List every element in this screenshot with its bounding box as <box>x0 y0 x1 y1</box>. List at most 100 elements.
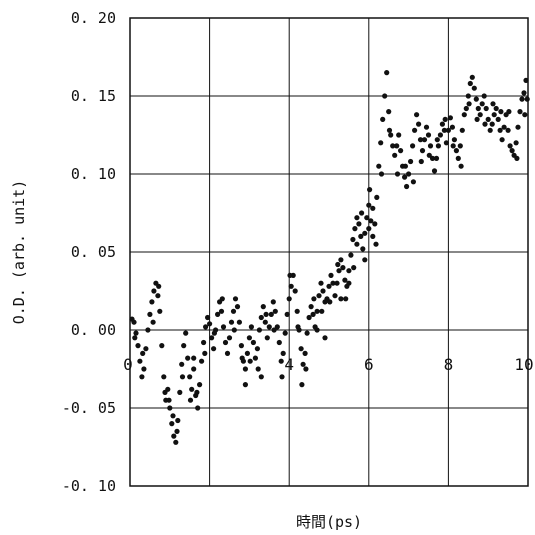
data-point <box>187 374 193 380</box>
data-point <box>133 330 139 336</box>
data-point <box>335 261 341 268</box>
data-point <box>466 101 472 107</box>
data-point <box>279 374 285 380</box>
data-point <box>143 346 149 352</box>
data-point <box>441 127 447 133</box>
data-point <box>177 389 183 395</box>
data-point <box>382 93 388 99</box>
data-point <box>498 109 504 115</box>
plot-frame <box>129 17 529 487</box>
data-point <box>402 174 408 180</box>
data-point <box>220 324 227 330</box>
data-point <box>276 339 282 346</box>
data-point <box>384 70 390 76</box>
data-point <box>376 163 382 169</box>
x-ticks: 0 4 6 8 10 <box>123 355 533 374</box>
data-point <box>374 194 380 200</box>
data-point <box>458 163 464 169</box>
data-point <box>418 158 424 165</box>
data-point <box>455 155 461 161</box>
data-point <box>169 421 175 427</box>
data-point <box>362 257 368 263</box>
data-point <box>450 143 456 149</box>
data-point <box>228 319 235 325</box>
data-point <box>350 236 356 243</box>
data-point <box>426 152 432 158</box>
data-point <box>244 350 250 356</box>
data-point <box>493 105 499 112</box>
data-point <box>471 85 477 91</box>
data-point <box>386 127 393 133</box>
data-point <box>300 361 306 367</box>
data-point <box>346 268 352 274</box>
data-point <box>479 101 485 107</box>
data-point <box>429 155 436 161</box>
data-point <box>359 210 365 216</box>
data-point <box>292 288 298 294</box>
data-point <box>286 296 292 302</box>
data-point <box>410 179 416 185</box>
data-point <box>367 187 373 193</box>
data-point <box>392 152 398 158</box>
data-point <box>250 339 256 346</box>
data-point <box>201 339 207 346</box>
data-point <box>368 218 374 224</box>
x-tick-label: 0 <box>123 355 133 374</box>
data-point <box>137 358 143 364</box>
data-point <box>270 299 276 305</box>
data-point <box>354 241 360 247</box>
data-point <box>185 355 191 361</box>
data-point <box>373 241 379 247</box>
data-point <box>274 324 280 330</box>
data-point <box>398 148 404 154</box>
y-tick-label: -0. 10 <box>62 477 116 495</box>
data-point <box>378 171 385 177</box>
data-point <box>209 335 215 341</box>
data-point <box>521 90 527 96</box>
data-point <box>248 324 254 330</box>
data-point <box>239 355 245 361</box>
data-point <box>522 112 528 118</box>
data-point <box>191 355 197 361</box>
data-point <box>197 382 203 388</box>
data-point <box>145 327 151 333</box>
data-point <box>173 439 179 445</box>
data-point <box>434 137 440 143</box>
data-point <box>232 296 239 302</box>
data-point <box>224 350 231 356</box>
data-point <box>490 101 496 107</box>
data-point <box>445 127 451 133</box>
data-point <box>477 112 483 118</box>
data-point <box>370 205 376 211</box>
grid <box>129 17 529 487</box>
data-point <box>481 93 487 99</box>
data-point <box>447 115 453 121</box>
data-point <box>247 358 253 364</box>
data-point <box>351 265 357 271</box>
data-point <box>264 335 270 341</box>
data-point <box>485 116 491 122</box>
data-point <box>427 143 434 149</box>
data-point <box>334 280 340 286</box>
data-point <box>457 143 463 149</box>
data-point <box>288 283 294 289</box>
data-point <box>348 252 354 258</box>
data-point <box>287 272 293 278</box>
data-point <box>388 132 394 138</box>
data-point <box>507 143 513 149</box>
data-point <box>495 116 501 122</box>
data-point <box>342 277 348 283</box>
data-point <box>414 112 420 118</box>
data-point <box>364 215 370 221</box>
data-point <box>256 327 262 333</box>
data-point <box>271 327 277 333</box>
data-point <box>166 397 172 403</box>
data-point <box>326 283 332 289</box>
data-point <box>489 121 495 127</box>
data-point <box>473 96 479 102</box>
data-point <box>469 74 475 80</box>
data-point <box>358 233 364 239</box>
data-point <box>278 358 284 364</box>
data-point <box>390 143 396 149</box>
data-point <box>258 374 264 380</box>
